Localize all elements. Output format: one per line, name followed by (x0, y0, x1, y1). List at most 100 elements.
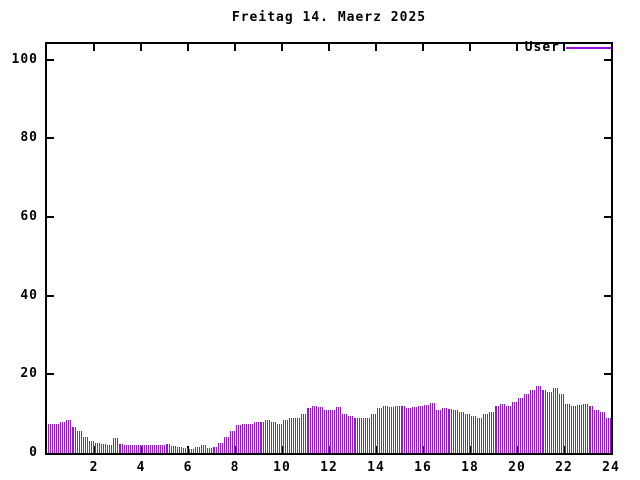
impulse-bar (175, 445, 176, 453)
impulse-bar (115, 438, 116, 453)
impulse-bar (169, 444, 170, 453)
y-tick-label: 0 (29, 445, 38, 460)
impulse-bar (187, 448, 188, 453)
impulse-bar (600, 411, 601, 453)
impulse-bar (434, 403, 435, 453)
impulse-bar (164, 445, 165, 453)
impulse-bar (197, 447, 198, 453)
impulse-bar (195, 447, 196, 453)
impulse-bar (185, 448, 186, 453)
x-tick (469, 446, 471, 453)
impulse-bar (328, 409, 329, 453)
impulse-bar (510, 405, 511, 453)
impulse-bar (385, 405, 386, 453)
impulse-bar (402, 405, 403, 453)
y-tick (47, 216, 54, 219)
impulse-bar (228, 437, 229, 453)
impulse-bar (504, 403, 505, 453)
impulse-bar (430, 403, 431, 453)
impulse-bar (191, 449, 192, 453)
y-tick-mirror (604, 58, 611, 61)
impulse-bar (522, 397, 523, 453)
impulse-bar (297, 417, 298, 453)
impulse-bar (113, 438, 114, 453)
impulse-bar (122, 444, 123, 453)
impulse-bar (590, 405, 591, 453)
impulse-bar (479, 417, 480, 453)
x-tick-mirror (422, 44, 424, 51)
impulse-bar (56, 423, 57, 453)
x-tick-mirror (140, 44, 142, 51)
x-tick-mirror (375, 44, 377, 51)
impulse-bar (201, 445, 202, 453)
impulse-bar (414, 406, 415, 453)
impulse-bar (136, 445, 137, 453)
x-tick (187, 446, 189, 453)
impulse-bar (532, 390, 533, 453)
impulse-bar (72, 427, 73, 453)
impulse-bar (467, 413, 468, 453)
impulse-bar (199, 447, 200, 453)
impulse-bar (571, 405, 572, 453)
x-tick-label: 24 (602, 460, 620, 475)
impulse-bar (269, 419, 270, 453)
impulse-bar (301, 413, 302, 453)
y-tick-mirror (604, 373, 611, 376)
impulse-bar (367, 417, 368, 453)
impulse-bar (442, 407, 443, 453)
y-tick-label: 60 (20, 209, 38, 225)
impulse-bar (436, 409, 437, 453)
impulse-bar (606, 417, 607, 453)
impulse-bar (369, 417, 370, 453)
impulse-bar (449, 408, 450, 453)
impulse-bar (422, 405, 423, 453)
impulse-bar (248, 423, 249, 453)
x-tick-mirror (516, 44, 518, 51)
impulse-bar (105, 444, 106, 453)
impulse-bar (446, 407, 447, 453)
impulse-bar (457, 409, 458, 453)
impulse-bar (551, 392, 552, 453)
impulse-bar (81, 431, 82, 453)
impulse-bar (506, 405, 507, 453)
impulse-bar (293, 417, 294, 453)
impulse-bar (332, 409, 333, 453)
impulse-bar (540, 386, 541, 453)
impulse-bar (103, 444, 104, 453)
impulse-bar (211, 448, 212, 453)
impulse-bar (463, 411, 464, 453)
impulse-bar (397, 405, 398, 453)
x-tick (93, 446, 95, 453)
impulse-bar (85, 437, 86, 453)
impulse-bar (549, 392, 550, 453)
impulse-bar (604, 411, 605, 453)
impulse-bar (265, 419, 266, 453)
impulse-bar (144, 445, 145, 453)
impulse-bar (559, 394, 560, 453)
impulse-bar (222, 443, 223, 453)
impulse-bar (158, 445, 159, 453)
impulse-bar (344, 413, 345, 453)
x-tick-label: 18 (461, 460, 479, 475)
impulse-bar (120, 444, 121, 453)
impulse-bar (213, 447, 214, 453)
impulse-bar (234, 431, 235, 453)
impulse-bar (50, 423, 51, 453)
impulse-bar (553, 388, 554, 453)
impulse-bar (109, 445, 110, 453)
impulse-bar (543, 390, 544, 453)
impulse-bar (365, 417, 366, 453)
impulse-bar (579, 405, 580, 453)
y-tick-mirror (604, 137, 611, 140)
impulse-bar (254, 422, 255, 453)
impulse-bar (530, 390, 531, 453)
impulse-bar (473, 415, 474, 453)
impulse-bar (465, 413, 466, 453)
impulse-bar (224, 437, 225, 453)
x-tick-mirror (563, 44, 565, 51)
y-tick (47, 137, 54, 140)
impulse-bar (68, 419, 69, 453)
impulse-bar (162, 445, 163, 453)
impulse-bar (518, 397, 519, 453)
impulse-bar (166, 444, 167, 453)
